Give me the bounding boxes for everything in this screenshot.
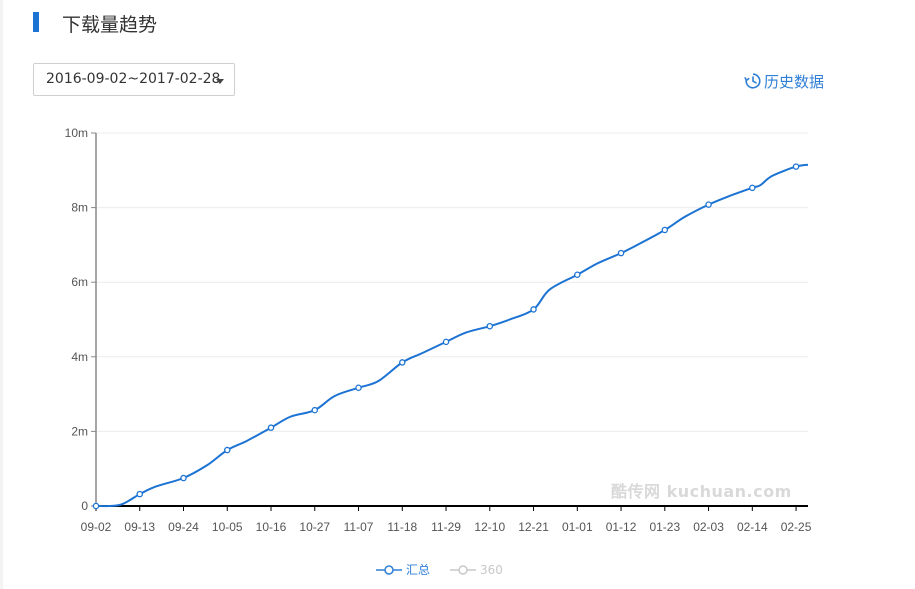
- x-tick-label: 11-29: [431, 520, 461, 534]
- data-point: [311, 406, 319, 414]
- data-point: [92, 502, 100, 510]
- x-tick-label: 09-13: [124, 520, 155, 534]
- data-point: [705, 201, 712, 208]
- y-tick-label: 0: [81, 499, 88, 513]
- legend-item-total[interactable]: 汇总: [376, 561, 430, 578]
- page-title: 下载量趋势: [62, 14, 158, 36]
- watermark: 酷传网 kuchuan.com: [611, 482, 792, 501]
- date-range-select[interactable]: 2016-09-02~2017-02-28: [33, 63, 235, 96]
- y-tick-label: 8m: [71, 201, 88, 215]
- data-point: [355, 384, 362, 392]
- y-tick-label: 10m: [65, 126, 88, 140]
- series-line-total: [95, 163, 809, 508]
- x-tick-label: 01-23: [649, 520, 680, 534]
- x-tick-label: 11-07: [344, 520, 374, 534]
- x-tick-label: 02-03: [693, 520, 724, 534]
- x-tick-label: 10-05: [212, 520, 243, 534]
- data-point: [661, 226, 669, 234]
- data-point: [136, 490, 144, 498]
- x-tick-label: 02-14: [737, 520, 768, 534]
- legend-label-total: 汇总: [406, 563, 431, 577]
- history-data-link[interactable]: 历史数据: [744, 71, 824, 91]
- data-point: [617, 249, 625, 257]
- y-tick-label: 4m: [71, 350, 88, 364]
- x-tick-label: 12-21: [518, 520, 549, 534]
- data-point: [267, 424, 275, 431]
- y-tick-label: 2m: [71, 424, 88, 438]
- caret-down-icon: [216, 79, 224, 84]
- history-data-label: 历史数据: [764, 72, 825, 91]
- data-point: [442, 338, 450, 346]
- data-point: [792, 163, 800, 170]
- data-point: [180, 474, 187, 482]
- y-tick-label: 6m: [71, 275, 88, 289]
- x-tick-label: 09-02: [81, 520, 112, 534]
- chart-legend: 汇总 360: [376, 561, 523, 578]
- x-tick-label: 11-18: [387, 520, 417, 534]
- legend-line-marker-icon: [450, 564, 477, 575]
- x-tick-label: 02-25: [781, 520, 812, 534]
- date-range-value: 2016-09-02~2017-02-28: [46, 71, 221, 87]
- data-point: [530, 306, 537, 313]
- data-point: [486, 322, 494, 330]
- x-tick-label: 12-10: [474, 520, 505, 534]
- data-point: [574, 271, 581, 278]
- data-point: [399, 359, 406, 366]
- data-point: [224, 446, 231, 454]
- left-edge-rule: [0, 0, 3, 589]
- legend-item-360[interactable]: 360: [450, 563, 503, 577]
- x-tick-label: 10-27: [299, 520, 330, 534]
- title-accent-bar: [33, 12, 39, 32]
- legend-label-360: 360: [480, 562, 503, 577]
- data-point: [749, 184, 756, 192]
- x-tick-label: 01-01: [562, 520, 593, 534]
- x-tick-label: 01-12: [606, 520, 637, 534]
- legend-line-marker-icon: [376, 564, 402, 575]
- x-tick-label: 09-24: [168, 520, 199, 534]
- history-icon: [744, 73, 761, 89]
- x-tick-label: 10-16: [256, 520, 287, 534]
